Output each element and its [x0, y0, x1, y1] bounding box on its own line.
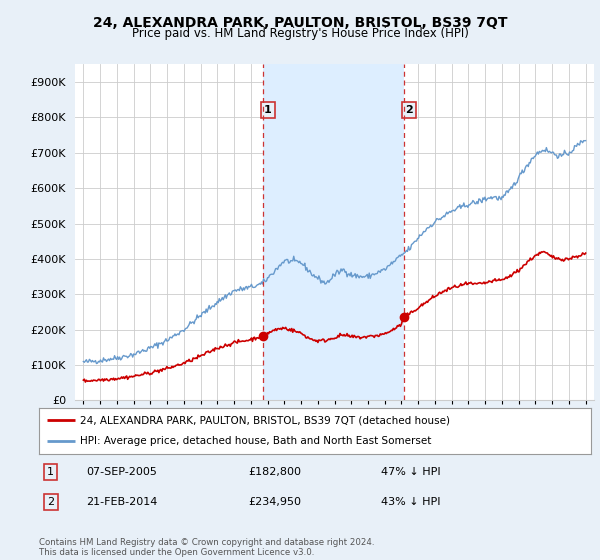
Text: 21-FEB-2014: 21-FEB-2014 — [86, 497, 157, 507]
Text: 1: 1 — [47, 467, 54, 477]
Text: Contains HM Land Registry data © Crown copyright and database right 2024.
This d: Contains HM Land Registry data © Crown c… — [39, 538, 374, 557]
Text: HPI: Average price, detached house, Bath and North East Somerset: HPI: Average price, detached house, Bath… — [80, 436, 432, 446]
Text: 24, ALEXANDRA PARK, PAULTON, BRISTOL, BS39 7QT (detached house): 24, ALEXANDRA PARK, PAULTON, BRISTOL, BS… — [80, 415, 451, 425]
Text: Price paid vs. HM Land Registry's House Price Index (HPI): Price paid vs. HM Land Registry's House … — [131, 27, 469, 40]
Text: 47% ↓ HPI: 47% ↓ HPI — [381, 467, 441, 477]
Text: 2: 2 — [47, 497, 55, 507]
Text: 1: 1 — [263, 105, 271, 115]
Text: £182,800: £182,800 — [249, 467, 302, 477]
Text: 07-SEP-2005: 07-SEP-2005 — [86, 467, 157, 477]
Text: 43% ↓ HPI: 43% ↓ HPI — [381, 497, 441, 507]
Bar — [263, 64, 404, 400]
Text: 24, ALEXANDRA PARK, PAULTON, BRISTOL, BS39 7QT: 24, ALEXANDRA PARK, PAULTON, BRISTOL, BS… — [93, 16, 507, 30]
Text: £234,950: £234,950 — [249, 497, 302, 507]
Text: 2: 2 — [405, 105, 413, 115]
